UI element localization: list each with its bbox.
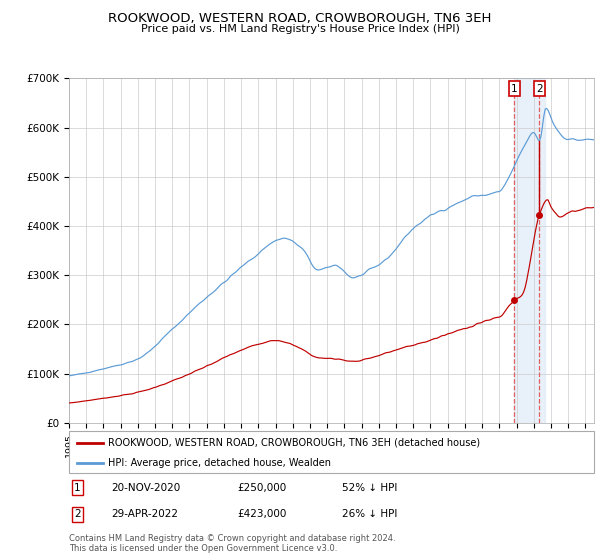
- Text: 26% ↓ HPI: 26% ↓ HPI: [342, 509, 397, 519]
- Text: 2: 2: [536, 83, 543, 94]
- Text: Price paid vs. HM Land Registry's House Price Index (HPI): Price paid vs. HM Land Registry's House …: [140, 24, 460, 34]
- Text: ROOKWOOD, WESTERN ROAD, CROWBOROUGH, TN6 3EH (detached house): ROOKWOOD, WESTERN ROAD, CROWBOROUGH, TN6…: [109, 437, 481, 447]
- Text: 20-NOV-2020: 20-NOV-2020: [111, 483, 180, 493]
- Text: 1: 1: [511, 83, 518, 94]
- Text: Contains HM Land Registry data © Crown copyright and database right 2024.
This d: Contains HM Land Registry data © Crown c…: [69, 534, 395, 553]
- Bar: [514, 78, 545, 423]
- Text: 1: 1: [74, 483, 81, 493]
- Text: HPI: Average price, detached house, Wealden: HPI: Average price, detached house, Weal…: [109, 458, 331, 468]
- Text: 52% ↓ HPI: 52% ↓ HPI: [342, 483, 397, 493]
- Text: £250,000: £250,000: [237, 483, 286, 493]
- Text: £423,000: £423,000: [237, 509, 286, 519]
- Text: 29-APR-2022: 29-APR-2022: [111, 509, 178, 519]
- FancyBboxPatch shape: [69, 431, 594, 473]
- Text: ROOKWOOD, WESTERN ROAD, CROWBOROUGH, TN6 3EH: ROOKWOOD, WESTERN ROAD, CROWBOROUGH, TN6…: [109, 12, 491, 25]
- Text: 2: 2: [74, 509, 81, 519]
